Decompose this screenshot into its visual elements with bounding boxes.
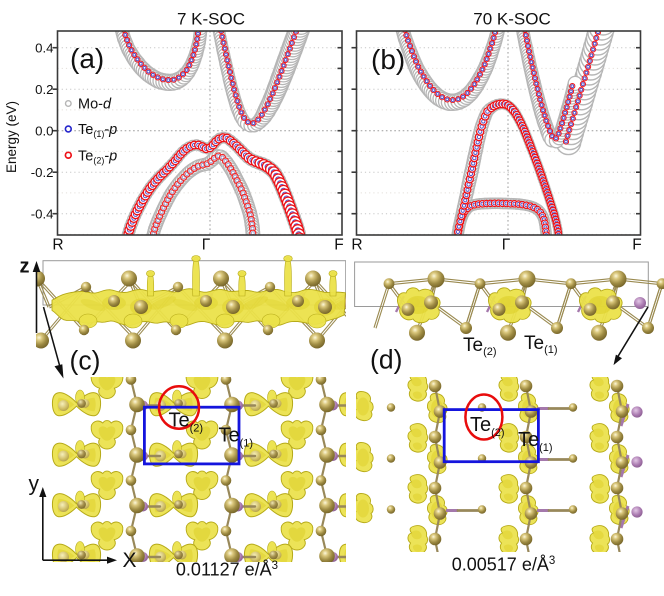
svg-text:Γ: Γ <box>502 237 511 254</box>
svg-text:-0.4: -0.4 <box>31 206 54 221</box>
svg-text:0.4: 0.4 <box>35 40 53 55</box>
svg-text:(a): (a) <box>70 43 104 74</box>
svg-text:y: y <box>29 473 40 496</box>
svg-text:F: F <box>632 237 641 254</box>
svg-text:0.00517 e/Å3: 0.00517 e/Å3 <box>452 555 556 575</box>
svg-text:-0.2: -0.2 <box>31 165 54 180</box>
svg-text:X: X <box>123 549 137 572</box>
svg-text:Γ: Γ <box>202 237 211 254</box>
svg-text:F: F <box>334 237 343 254</box>
svg-text:Energy (eV): Energy (eV) <box>4 101 19 173</box>
svg-text:R: R <box>52 237 63 254</box>
svg-text:70 K-SOC: 70 K-SOC <box>473 10 550 29</box>
svg-text:0.0: 0.0 <box>35 123 53 138</box>
svg-text:Mo-d: Mo-d <box>78 97 112 113</box>
svg-text:Te(2)-p: Te(2)-p <box>78 148 117 165</box>
svg-text:(c): (c) <box>70 346 101 376</box>
svg-text:Te(1): Te(1) <box>219 425 254 450</box>
svg-text:(d): (d) <box>370 345 402 375</box>
svg-text:(b): (b) <box>371 44 405 75</box>
svg-text:7 K-SOC: 7 K-SOC <box>177 10 245 29</box>
svg-text:z: z <box>20 256 30 278</box>
svg-text:Te(1)-p: Te(1)-p <box>78 122 117 139</box>
svg-text:Te(1): Te(1) <box>518 429 553 454</box>
svg-text:0.01127 e/Å3: 0.01127 e/Å3 <box>176 560 278 580</box>
svg-text:0.2: 0.2 <box>35 82 53 97</box>
svg-text:R: R <box>351 237 362 254</box>
